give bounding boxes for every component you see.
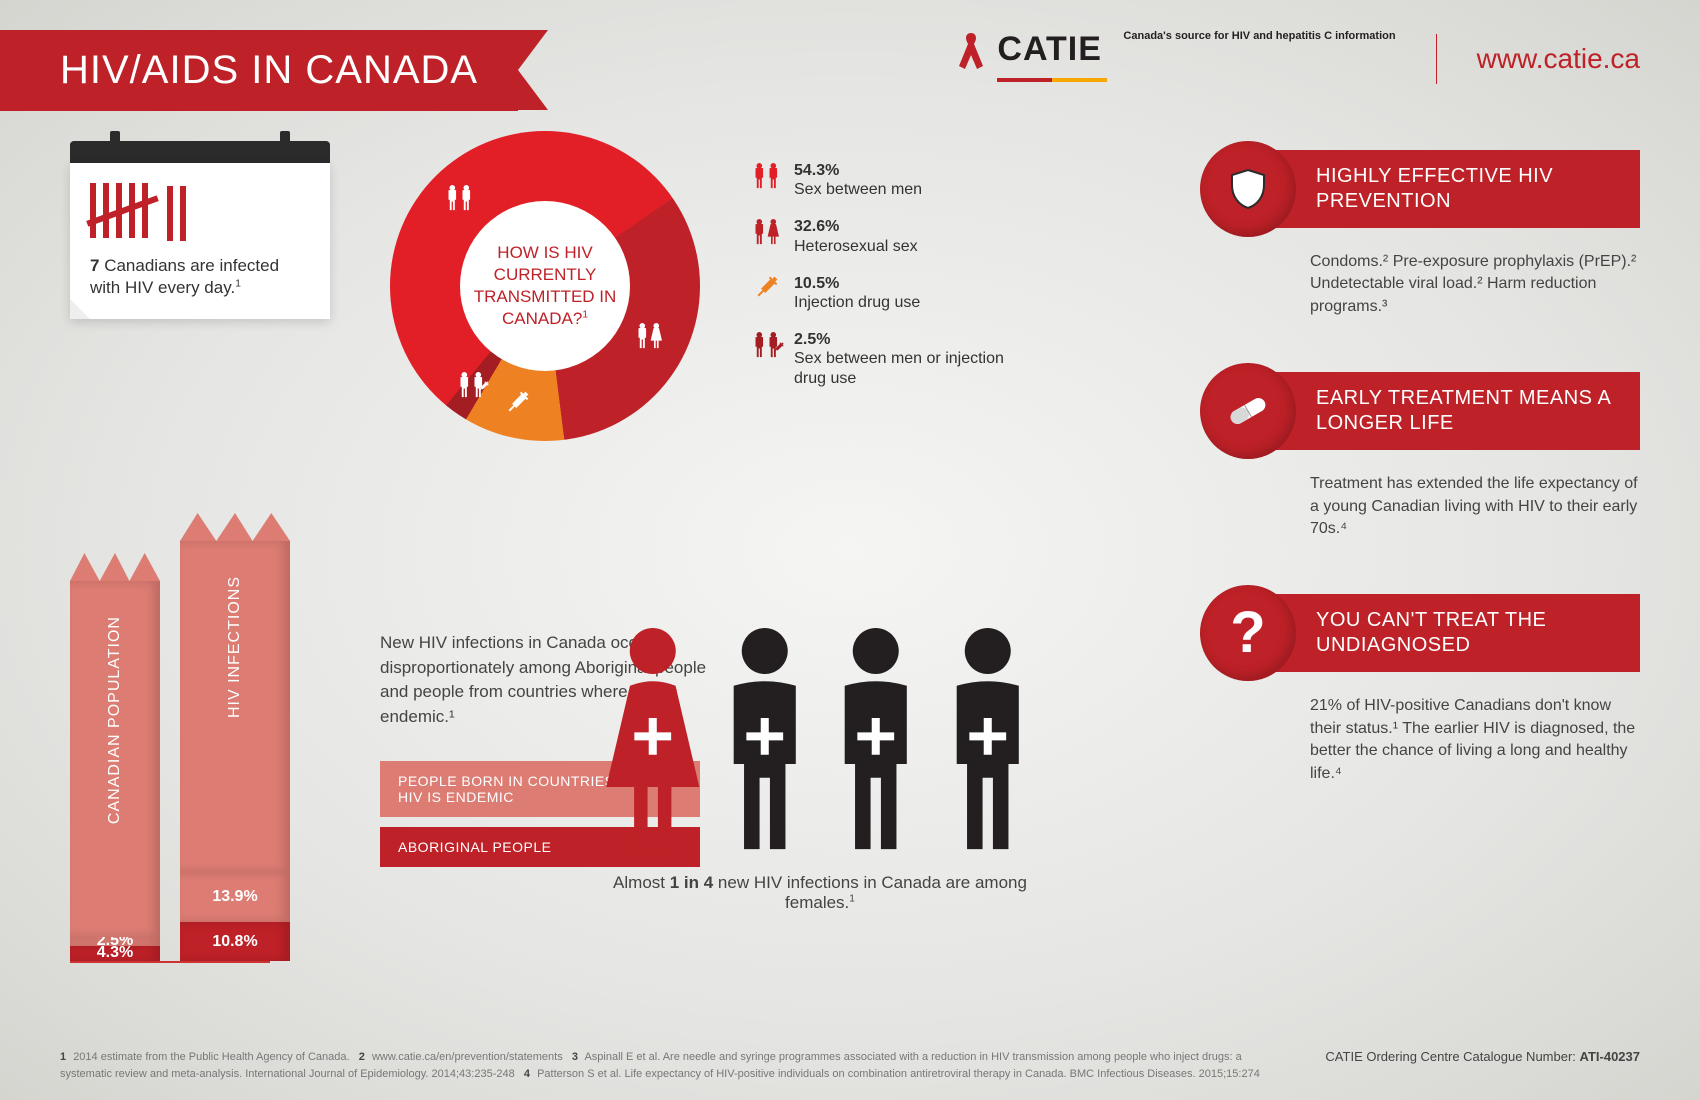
male-figure-icon [824,626,928,861]
donut-legend: 54.3%Sex between men 32.6%Heterosexual s… [750,161,1010,406]
male-figure-icon [936,626,1040,861]
bar-chart: CANADIAN POPULATION2.5%4.3% HIV INFECTION… [70,531,330,971]
men-pair-icon [750,161,782,189]
male-figure-icon [713,626,817,861]
legend-row: 10.5%Injection drug use [750,274,1010,312]
people-caption: Almost 1 in 4 new HIV infections in Cana… [610,873,1030,913]
content: 7 Canadians are infected with HIV every … [0,111,1700,1011]
info-item: HIGHLY EFFECTIVE HIV PREVENTION Condoms.… [1200,141,1640,318]
shield-icon [1200,141,1296,237]
syringe-icon [750,274,782,302]
calendar-text: 7 Canadians are infected with HIV every … [90,255,310,299]
bar-segment: 10.8% [180,922,290,961]
bar-segment: 13.9% [180,872,290,922]
hetero-pair-icon [750,217,782,245]
bar-segment: 4.3% [70,946,160,961]
bar-column: HIV INFECTIONS 13.9%10.8% [180,513,290,961]
donut-center-label: HOW IS HIV CURRENTLY TRANSMITTED IN CANA… [460,201,630,371]
bar-label: CANADIAN POPULATION [106,616,124,824]
syringe-icon [503,389,531,423]
site-url: www.catie.ca [1477,43,1640,75]
info-item: ? YOU CAN'T TREAT THE UNDIAGNOSED 21% of… [1200,585,1640,785]
men-syringe-icon [458,370,484,398]
org-name: CATIE [997,30,1107,69]
hetero-pair-icon [636,321,662,349]
org-tagline: Canada's source for HIV and hepatitis C … [1123,30,1395,43]
info-title: HIGHLY EFFECTIVE HIV PREVENTION [1266,150,1640,228]
logo-area: CATIE Canada's source for HIV and hepati… [955,30,1640,87]
header: HIV/AIDS IN CANADA CATIE Canada's source… [0,0,1700,111]
pill-icon [1200,363,1296,459]
men-syringe-icon [750,330,782,358]
footnotes: 1 2014 estimate from the Public Health A… [60,1049,1640,1082]
info-item: EARLY TREATMENT MEANS A LONGER LIFE Trea… [1200,363,1640,540]
legend-row: 2.5%Sex between men or injection drug us… [750,330,1010,388]
men-pair-icon [446,183,472,211]
legend-row: 32.6%Heterosexual sex [750,217,1010,255]
info-body: 21% of HIV-positive Canadians don't know… [1310,695,1640,785]
ribbon-icon [955,30,987,81]
info-body: Condoms.² Pre-exposure prophylaxis (PrEP… [1310,251,1640,318]
info-title: YOU CAN'T TREAT THE UNDIAGNOSED [1266,594,1640,672]
divider [1436,34,1437,84]
legend-row: 54.3%Sex between men [750,161,1010,199]
title-banner: HIV/AIDS IN CANADA [0,30,518,111]
bar-label: HIV INFECTIONS [226,576,244,718]
bar-column: CANADIAN POPULATION2.5%4.3% [70,553,160,961]
calendar-card: 7 Canadians are infected with HIV every … [70,141,330,319]
female-figure-icon [601,626,705,861]
people-stat: Almost 1 in 4 new HIV infections in Cana… [610,611,1030,913]
info-body: Treatment has extended the life expectan… [1310,473,1640,540]
question-icon: ? [1200,585,1296,681]
info-title: EARLY TREATMENT MEANS A LONGER LIFE [1266,372,1640,450]
donut-chart: HOW IS HIV CURRENTLY TRANSMITTED IN CANA… [390,131,700,441]
tally-icon [90,183,310,243]
info-column: HIGHLY EFFECTIVE HIV PREVENTION Condoms.… [1200,141,1640,830]
